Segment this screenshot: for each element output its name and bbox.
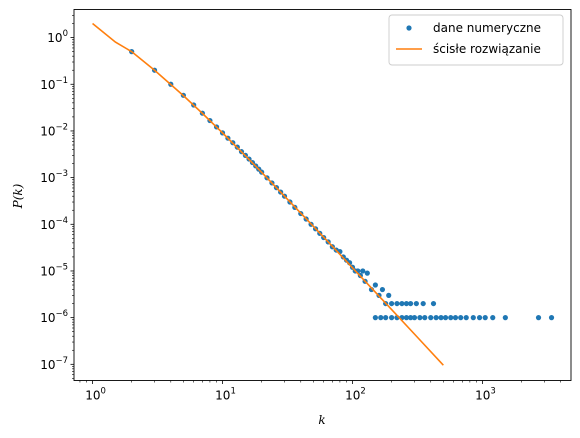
scatter-point [368,286,375,293]
scatter-point [420,300,426,307]
y-axis-label: P(k) [11,183,25,209]
scatter-point [372,282,378,288]
scatter-point [548,315,555,321]
scatter-point [408,300,414,307]
scatter-point [438,315,444,321]
scatter-point [399,300,405,307]
y-tick-label: 10−7 [40,356,68,372]
scatter-point [422,315,428,321]
scatter-point [378,315,384,321]
plot-frame [73,9,572,381]
scatter-point [433,315,439,321]
scatter-point [389,315,395,321]
legend-label-exact-solution: ścisłe rozwiązanie [433,42,541,56]
scatter-point [463,315,469,321]
y-tick-label: 10−1 [40,76,68,92]
scatter-point [413,300,419,307]
legend-marker-scatter [406,25,412,31]
scatter-point [379,286,386,293]
scatter-point [502,315,508,321]
y-tick-label: 10−3 [40,169,68,185]
x-tick-label: 100 [85,387,106,403]
legend-box [388,14,564,66]
scatter-point [372,315,378,321]
scatter-point [476,315,483,321]
scatter-point [386,292,392,298]
scatter-point [360,268,366,274]
x-tick-label: 102 [345,387,366,403]
legend: dane numeryczne ścisłe rozwiązanie [388,14,564,66]
scatter-point [403,300,410,307]
scatter-point [403,315,410,321]
x-tick-label: 103 [475,387,496,403]
scatter-point [408,315,414,321]
scatter-point [411,315,418,321]
axis-ticks: 100 101 102 103 100 10−1 10−2 10−3 10−4 10−5 10−6 1… [40,15,562,403]
scatter-point [535,315,542,321]
scatter-point [442,315,449,321]
x-axis-label: k [318,413,325,427]
scatter-point [482,315,488,321]
x-tick-label: 101 [215,387,236,403]
y-tick-label: 10−5 [40,262,68,278]
scatter-point [383,315,389,321]
scatter-point [452,315,459,321]
y-tick-label: 100 [47,29,68,45]
scatter-point [458,315,464,321]
scatter-point [430,300,437,307]
exact-solution-line [92,22,444,366]
y-tick-label: 10−4 [40,216,68,232]
scatter-point [470,315,476,321]
legend-label-numeric-data: dane numeryczne [433,21,541,35]
scatter-point [389,300,395,307]
scatter-point [490,315,496,321]
plot-area [92,22,555,366]
y-tick-label: 10−6 [40,309,68,325]
scatter-point [417,315,423,321]
scatter-point [448,315,454,321]
scatter-point [394,300,400,307]
y-tick-label: 10−2 [40,122,68,138]
scatter-point [364,270,370,276]
scatter-point [428,315,434,321]
